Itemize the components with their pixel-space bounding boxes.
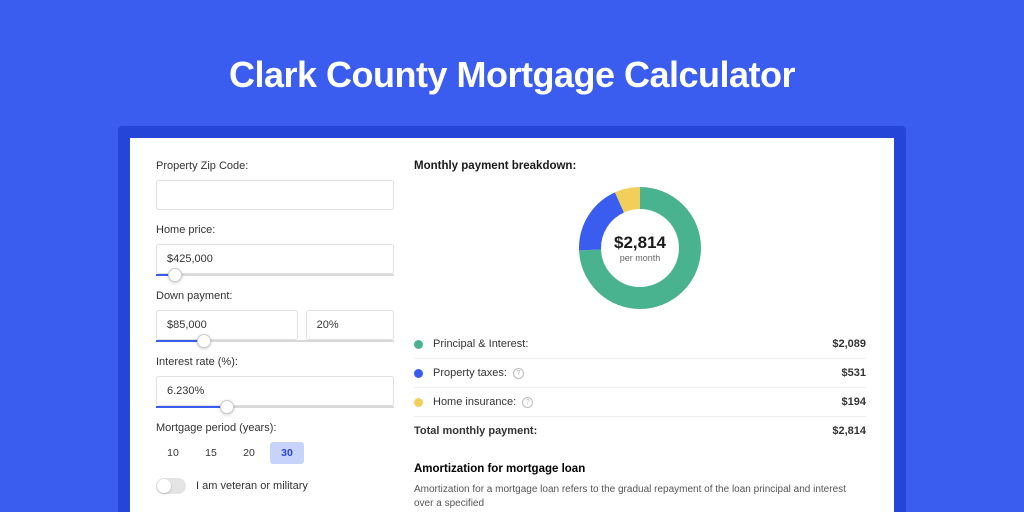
- interest-rate-label: Interest rate (%):: [156, 356, 394, 368]
- period-option-15[interactable]: 15: [194, 442, 228, 464]
- calculator-card: Property Zip Code: Home price: Down paym…: [130, 138, 894, 512]
- down-payment-slider[interactable]: [156, 340, 394, 342]
- slider-thumb[interactable]: [168, 268, 182, 282]
- period-option-10[interactable]: 10: [156, 442, 190, 464]
- donut-sub: per month: [620, 253, 661, 263]
- slider-thumb[interactable]: [197, 334, 211, 348]
- info-icon[interactable]: ?: [522, 397, 533, 408]
- legend-dot: [414, 369, 423, 378]
- donut-chart-wrap: $2,814 per month: [414, 184, 866, 312]
- toggle-knob: [157, 479, 171, 493]
- mortgage-period-label: Mortgage period (years):: [156, 422, 394, 434]
- legend-label: Home insurance:?: [433, 396, 842, 408]
- veteran-row: I am veteran or military: [156, 478, 394, 494]
- info-icon[interactable]: ?: [513, 368, 524, 379]
- total-value: $2,814: [832, 425, 866, 437]
- breakdown-title: Monthly payment breakdown:: [414, 160, 866, 172]
- home-price-input[interactable]: [156, 244, 394, 274]
- legend-row: Principal & Interest:$2,089: [414, 330, 866, 359]
- legend-row: Home insurance:?$194: [414, 388, 866, 417]
- legend-row: Property taxes:?$531: [414, 359, 866, 388]
- zip-label: Property Zip Code:: [156, 160, 394, 172]
- down-payment-pct-input[interactable]: [306, 310, 394, 340]
- amortization-text: Amortization for a mortgage loan refers …: [414, 483, 866, 511]
- donut-amount: $2,814: [614, 233, 666, 253]
- home-price-field: Home price:: [156, 224, 394, 276]
- page-title: Clark County Mortgage Calculator: [229, 54, 795, 96]
- card-wrapper: Property Zip Code: Home price: Down paym…: [118, 126, 906, 512]
- legend-value: $2,089: [832, 338, 866, 350]
- interest-rate-input[interactable]: [156, 376, 394, 406]
- legend-label: Property taxes:?: [433, 367, 842, 379]
- legend-label: Principal & Interest:: [433, 338, 832, 350]
- zip-field: Property Zip Code:: [156, 160, 394, 210]
- mortgage-period-field: Mortgage period (years): 10152030: [156, 422, 394, 464]
- form-panel: Property Zip Code: Home price: Down paym…: [156, 160, 394, 512]
- home-price-label: Home price:: [156, 224, 394, 236]
- interest-rate-slider[interactable]: [156, 406, 394, 408]
- donut-chart: $2,814 per month: [576, 184, 704, 312]
- zip-input[interactable]: [156, 180, 394, 210]
- down-payment-field: Down payment:: [156, 290, 394, 342]
- period-option-20[interactable]: 20: [232, 442, 266, 464]
- legend-value: $531: [842, 367, 866, 379]
- veteran-label: I am veteran or military: [196, 480, 308, 492]
- legend-value: $194: [842, 396, 866, 408]
- down-payment-label: Down payment:: [156, 290, 394, 302]
- veteran-toggle[interactable]: [156, 478, 186, 494]
- legend-dot: [414, 398, 423, 407]
- interest-rate-field: Interest rate (%):: [156, 356, 394, 408]
- period-option-30[interactable]: 30: [270, 442, 304, 464]
- down-payment-amount-input[interactable]: [156, 310, 298, 340]
- slider-thumb[interactable]: [220, 400, 234, 414]
- total-row: Total monthly payment: $2,814: [414, 417, 866, 445]
- amortization-title: Amortization for mortgage loan: [414, 463, 866, 475]
- home-price-slider[interactable]: [156, 274, 394, 276]
- legend-dot: [414, 340, 423, 349]
- total-label: Total monthly payment:: [414, 425, 832, 437]
- breakdown-panel: Monthly payment breakdown: $2,814 per mo…: [414, 160, 866, 512]
